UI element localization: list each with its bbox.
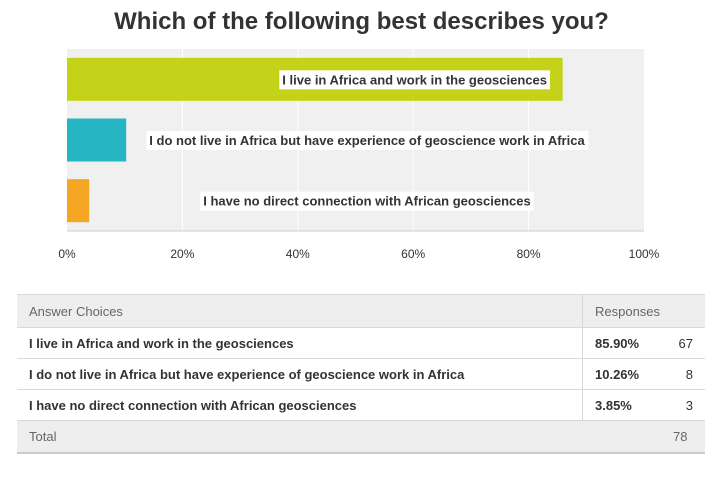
table-total-row: Total 78: [17, 420, 705, 454]
table-header-row: Answer Choices Responses: [17, 294, 705, 328]
responses-table: Answer Choices Responses I live in Afric…: [17, 294, 705, 454]
response-count-cell: 67: [661, 327, 705, 359]
response-percent-cell: 10.26%: [582, 358, 661, 390]
responses-header: Responses: [582, 294, 705, 328]
response-count-cell: 8: [661, 358, 705, 390]
x-tick-label: 40%: [286, 247, 310, 261]
bar-label-background: [146, 131, 589, 150]
response-count-cell: 3: [661, 389, 705, 421]
x-tick-label: 80%: [517, 247, 541, 261]
chart-title: Which of the following best describes yo…: [114, 8, 609, 35]
bar-chart: 0% 20% 40% 60% 80% 100% I live in Africa and w…: [58, 49, 660, 261]
response-percent-cell: 85.90%: [582, 327, 661, 359]
answer-choice-cell: I live in Africa and work in the geoscie…: [17, 327, 583, 359]
bar-label: I do not live in Africa but have experie…: [149, 133, 585, 148]
bar-label-group: I live in Africa and work in the geoscie…: [279, 70, 550, 90]
response-percent-cell: 3.85%: [582, 389, 661, 421]
table-row: I do not live in Africa but have experie…: [17, 358, 705, 390]
x-tick-label: 60%: [401, 247, 425, 261]
bar: [67, 179, 90, 223]
total-label: Total: [17, 420, 583, 454]
bar-label-background: [279, 70, 550, 90]
total-count: 78: [661, 420, 705, 454]
answer-choice-cell: I do not live in Africa but have experie…: [17, 358, 583, 390]
answer-choice-cell: I have no direct connection with African…: [17, 389, 583, 421]
bar-label-background: [200, 191, 534, 211]
x-tick-label: 0%: [58, 247, 76, 261]
table-row: I live in Africa and work in the geoscie…: [17, 327, 705, 359]
x-tick-label: 100%: [629, 247, 660, 261]
answer-choices-header: Answer Choices: [17, 294, 583, 328]
bar-label-group: I have no direct connection with African…: [200, 191, 534, 211]
bar: [67, 118, 127, 162]
x-tick-label: 20%: [170, 247, 194, 261]
bar-label-group: I do not live in Africa but have experie…: [146, 131, 589, 150]
table-row: I have no direct connection with African…: [17, 389, 705, 421]
bar-label: I have no direct connection with African…: [203, 194, 531, 209]
bar-label: I live in Africa and work in the geoscie…: [282, 72, 547, 87]
